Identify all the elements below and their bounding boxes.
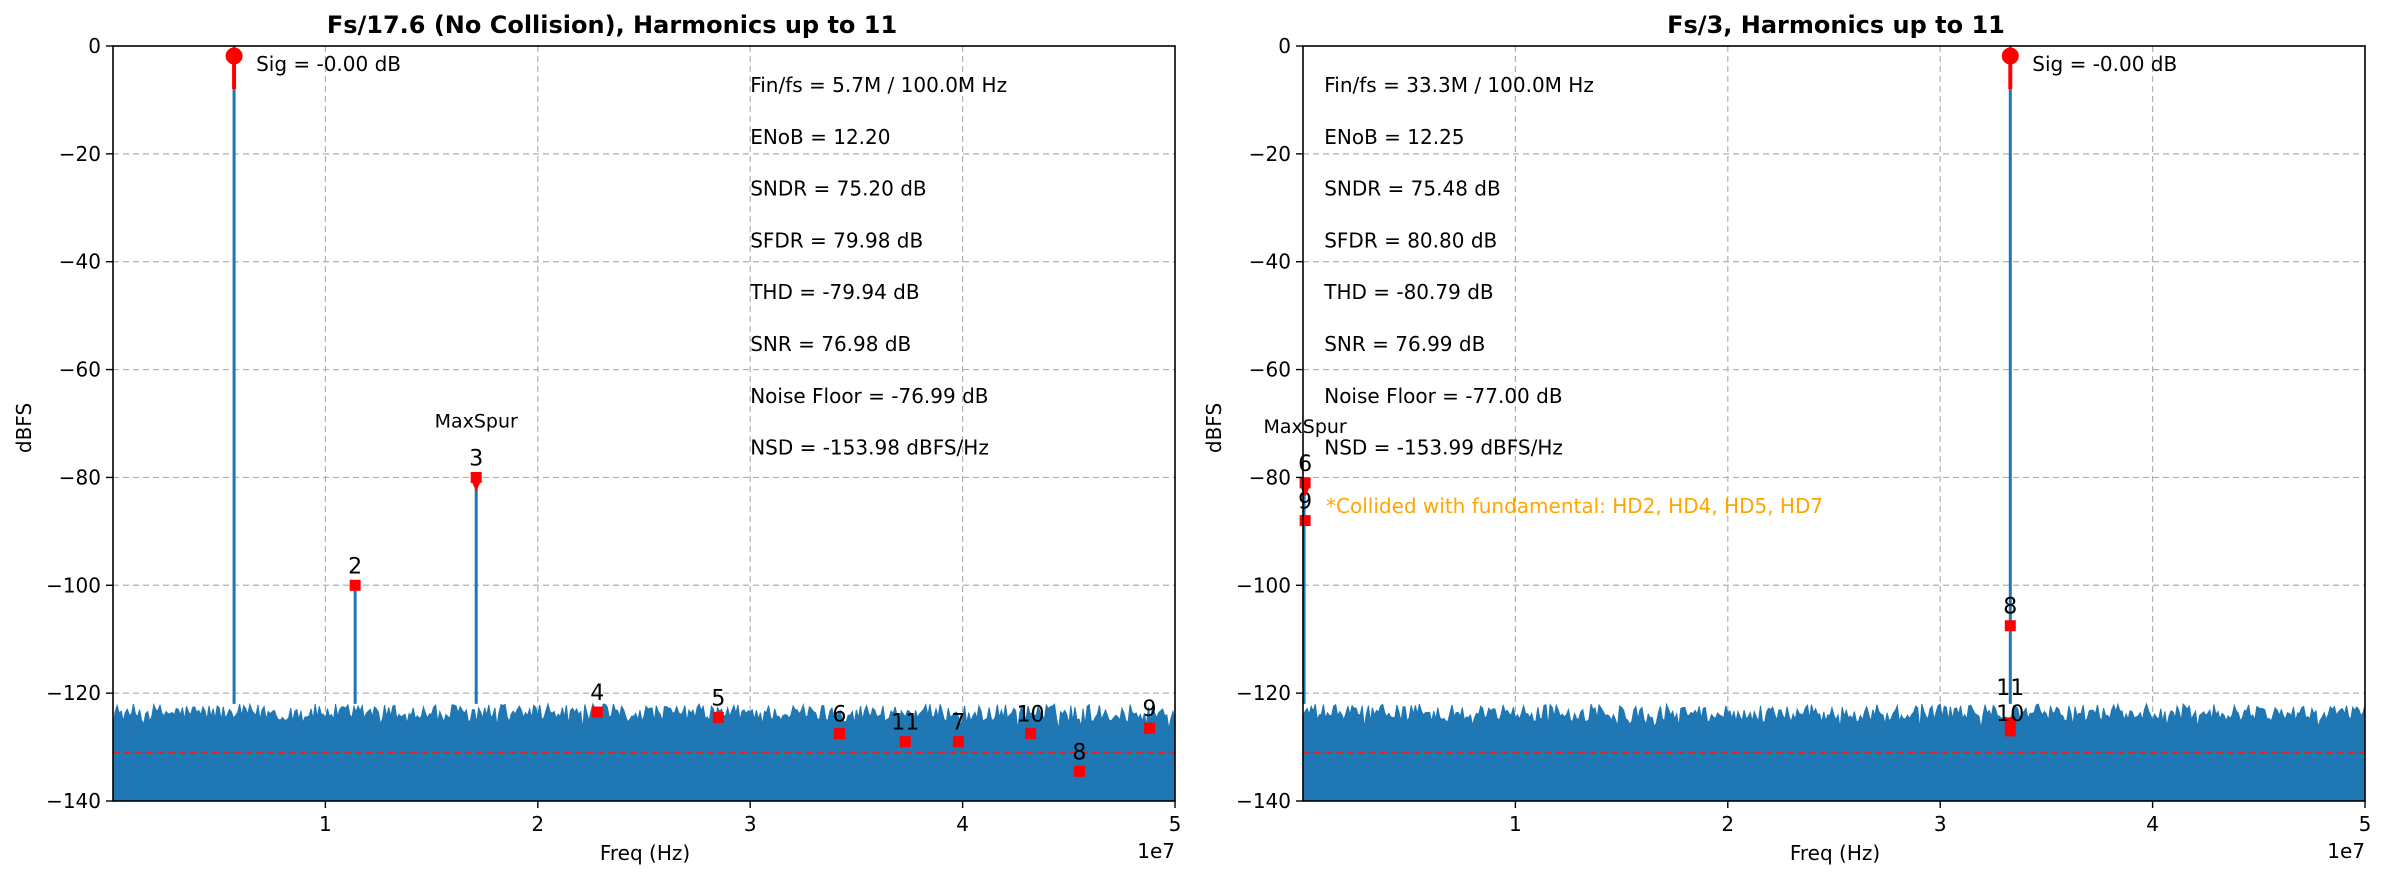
- metric-text: SFDR = 80.80 dB: [1324, 228, 1497, 252]
- y-tick-label: 0: [1278, 34, 1291, 58]
- harmonic-marker: [1299, 515, 1311, 527]
- metric-text: THD = -80.79 dB: [1323, 280, 1493, 304]
- harmonic-label: 10: [1996, 702, 2024, 727]
- harmonic-marker: [1073, 765, 1085, 777]
- harmonic-marker: [591, 706, 603, 718]
- x-axis-label: Freq (Hz): [1790, 841, 1880, 865]
- metric-text: NSD = -153.98 dBFS/Hz: [750, 436, 989, 460]
- harmonic-label: 11: [1996, 676, 2024, 701]
- chart-title: Fs/17.6 (No Collision), Harmonics up to …: [327, 11, 897, 39]
- harmonic-marker: [2004, 717, 2016, 729]
- harmonic-label: 3: [469, 446, 483, 471]
- left-spectrum-panel: Fs/17.6 (No Collision), Harmonics up to …: [12, 11, 1181, 865]
- y-tick-label: −80: [1249, 465, 1291, 489]
- harmonic-label: 4: [590, 681, 604, 706]
- harmonic-label: 9: [1298, 490, 1312, 515]
- x-tick-label: 3: [744, 812, 757, 836]
- x-axis-scale-label: 1e7: [1137, 839, 1175, 863]
- metric-text: NSD = -153.99 dBFS/Hz: [1324, 436, 1563, 460]
- harmonic-marker: [470, 471, 482, 483]
- y-tick-label: −80: [59, 465, 101, 489]
- harmonic-marker: [2004, 725, 2016, 737]
- maxspur-label: MaxSpur: [435, 410, 518, 432]
- y-tick-label: −20: [59, 142, 101, 166]
- y-tick-label: −20: [1249, 142, 1291, 166]
- harmonic-marker: [899, 736, 911, 748]
- chart-title: Fs/3, Harmonics up to 11: [1667, 11, 2005, 39]
- metric-text: ENoB = 12.20: [750, 125, 890, 149]
- signal-marker: [2001, 47, 2019, 65]
- metric-text: Noise Floor = -76.99 dB: [750, 384, 988, 408]
- metric-text: Noise Floor = -77.00 dB: [1324, 384, 1562, 408]
- x-tick-label: 3: [1934, 812, 1947, 836]
- harmonic-marker: [952, 736, 964, 748]
- harmonic-label: 8: [2003, 595, 2017, 620]
- harmonic-marker: [349, 579, 361, 591]
- harmonic-label: 11: [891, 711, 919, 736]
- y-axis-label: dBFS: [1202, 403, 1226, 453]
- collision-note: *Collided with fundamental: HD2, HD4, HD…: [1326, 494, 1823, 518]
- y-tick-label: −100: [46, 573, 101, 597]
- signal-marker: [225, 47, 243, 65]
- metric-text: SFDR = 79.98 dB: [750, 228, 923, 252]
- metric-text: SNDR = 75.20 dB: [750, 177, 926, 201]
- signal-label: Sig = -0.00 dB: [256, 52, 401, 76]
- harmonic-marker: [833, 728, 845, 740]
- y-axis-label: dBFS: [12, 403, 36, 453]
- harmonic-label: 10: [1017, 703, 1045, 728]
- harmonic-label: 7: [951, 711, 965, 736]
- y-tick-label: −60: [1249, 358, 1291, 382]
- x-tick-label: 4: [2146, 812, 2159, 836]
- harmonic-label: 6: [832, 703, 846, 728]
- x-tick-label: 5: [1169, 812, 1182, 836]
- x-tick-label: 2: [1721, 812, 1734, 836]
- metric-text: SNDR = 75.48 dB: [1324, 177, 1500, 201]
- harmonic-label: 5: [711, 686, 725, 711]
- harmonic-label: 6: [1298, 452, 1312, 477]
- harmonic-marker: [1144, 722, 1156, 734]
- y-tick-label: −140: [46, 789, 101, 813]
- y-tick-label: −140: [1236, 789, 1291, 813]
- x-tick-label: 5: [2359, 812, 2372, 836]
- harmonic-label: 2: [348, 554, 362, 579]
- metric-text: SNR = 76.99 dB: [1324, 332, 1485, 356]
- axes-frame: [1302, 45, 2366, 802]
- signal-label: Sig = -0.00 dB: [2032, 52, 2177, 76]
- y-tick-label: −100: [1236, 573, 1291, 597]
- x-tick-label: 2: [531, 812, 544, 836]
- metric-text: ENoB = 12.25: [1324, 125, 1464, 149]
- maxspur-label: MaxSpur: [1263, 416, 1346, 438]
- metric-text: THD = -79.94 dB: [749, 280, 919, 304]
- axes-frame: [112, 45, 1176, 802]
- maxspur-arrow: [471, 480, 482, 492]
- harmonic-marker: [712, 711, 724, 723]
- y-tick-label: 0: [88, 34, 101, 58]
- y-tick-label: −40: [59, 250, 101, 274]
- right-spectrum-panel: Fs/3, Harmonics up to 11 dBFS Freq (Hz) …: [1202, 11, 2371, 865]
- metric-text: Fin/fs = 5.7M / 100.0M Hz: [750, 73, 1007, 97]
- x-axis-label: Freq (Hz): [600, 841, 690, 865]
- y-tick-label: −120: [46, 681, 101, 705]
- harmonic-marker: [1025, 728, 1037, 740]
- y-tick-label: −120: [1236, 681, 1291, 705]
- metric-text: SNR = 76.98 dB: [750, 332, 911, 356]
- harmonic-label: 8: [1072, 740, 1086, 765]
- x-tick-label: 1: [319, 812, 332, 836]
- harmonic-marker: [1299, 477, 1311, 489]
- x-axis-scale-label: 1e7: [2327, 839, 2365, 863]
- metric-text: Fin/fs = 33.3M / 100.0M Hz: [1324, 73, 1594, 97]
- y-tick-label: −60: [59, 358, 101, 382]
- harmonic-marker: [2004, 620, 2016, 632]
- y-tick-label: −40: [1249, 250, 1291, 274]
- harmonic-label: 9: [1143, 697, 1157, 722]
- x-tick-label: 4: [956, 812, 969, 836]
- x-tick-label: 1: [1509, 812, 1522, 836]
